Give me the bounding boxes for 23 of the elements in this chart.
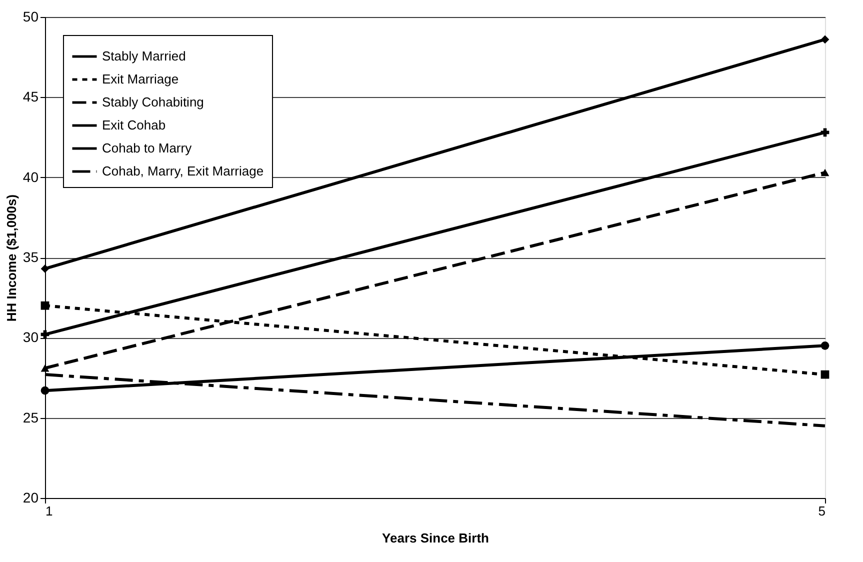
point — [40, 386, 50, 395]
point — [820, 370, 830, 379]
x-tick-label: 1 — [46, 504, 53, 518]
legend-label: Stably Married — [102, 48, 186, 64]
point — [40, 301, 50, 310]
legend-label: Stably Cohabiting — [102, 94, 204, 110]
y-axis-title: HH Income ($1,000s) — [4, 194, 19, 322]
y-tick-label: 25 — [22, 409, 39, 426]
point — [820, 342, 830, 350]
y-tick-label: 20 — [22, 490, 39, 506]
legend-label: Cohab to Marry — [102, 140, 192, 156]
legend-label: Exit Cohab — [102, 118, 166, 132]
x-tick-label: 5 — [818, 504, 826, 518]
point — [40, 264, 50, 273]
y-tick-label: 45 — [22, 88, 39, 105]
x-axis-title: Years Since Birth — [382, 530, 490, 546]
y-tick-label: 40 — [22, 168, 39, 185]
legend-label: Exit Marriage — [102, 72, 179, 86]
y-tick-label: 50 — [22, 8, 39, 24]
legend-label: Cohab, Marry, Exit Marriage — [102, 164, 264, 178]
y-tick-label: 35 — [22, 249, 39, 265]
point — [820, 35, 830, 44]
y-tick-label: 30 — [22, 329, 39, 346]
